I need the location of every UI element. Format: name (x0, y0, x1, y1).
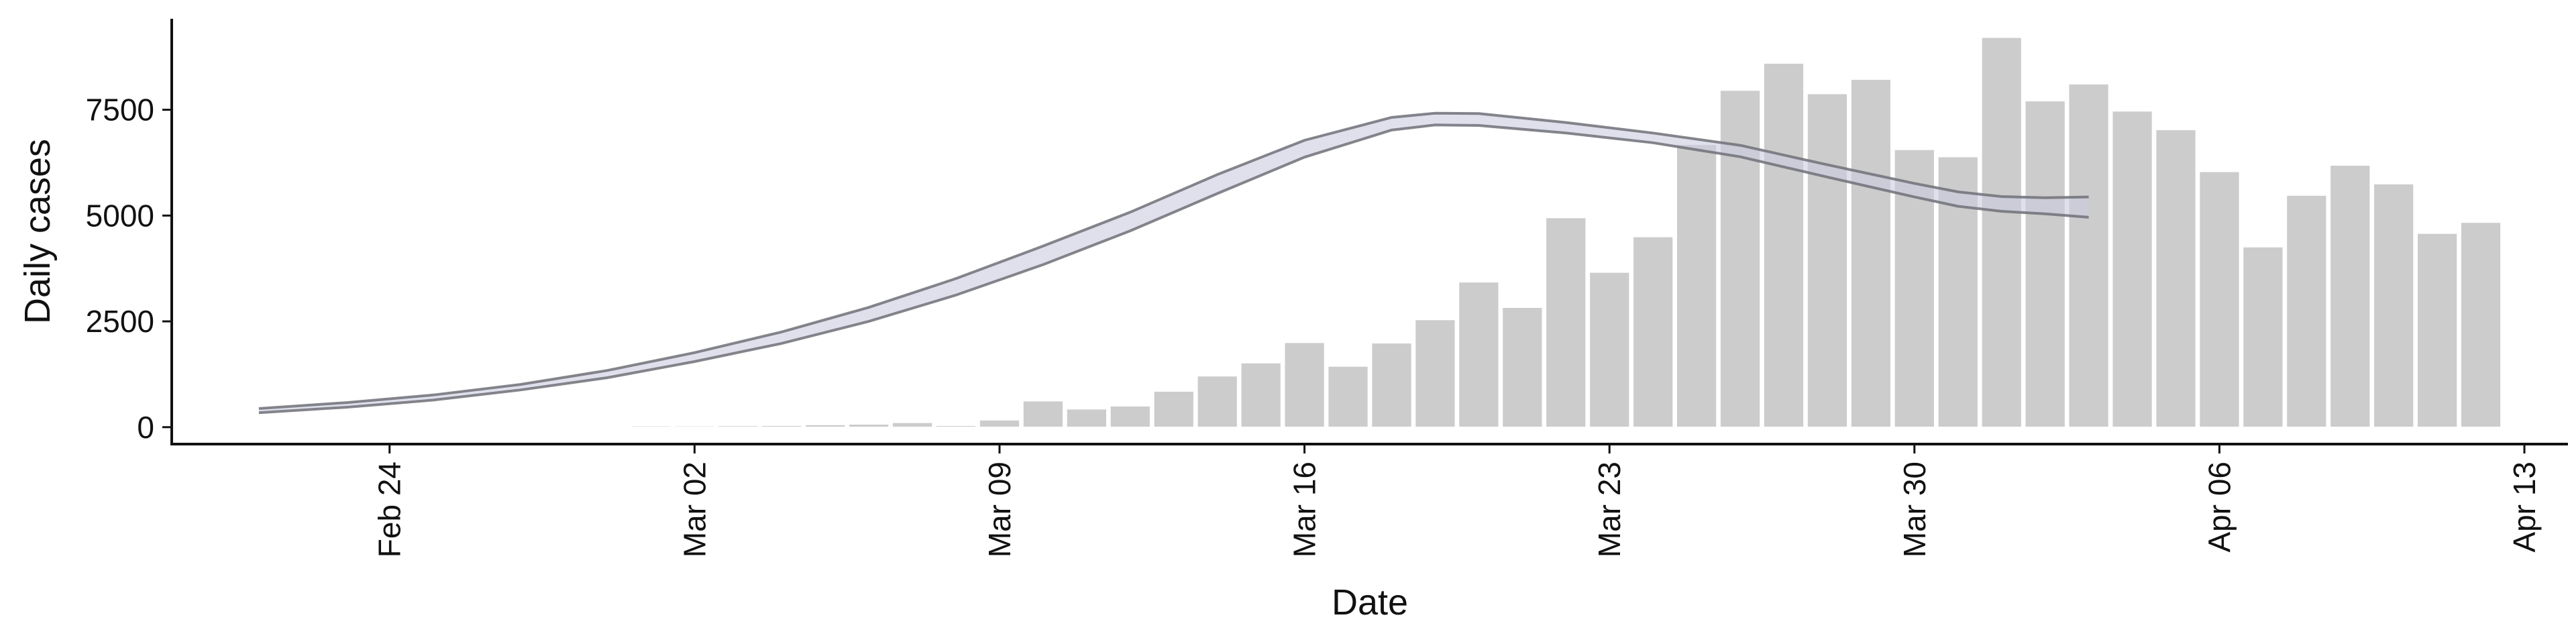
bar-2020-03-26 (1719, 89, 1761, 428)
y-axis-title: Daily cases (17, 139, 58, 324)
bar-2020-03-29 (1850, 78, 1892, 428)
bar-2020-03-03 (717, 425, 759, 428)
y-tick-label: 5000 (86, 198, 154, 233)
bar-2020-04-12 (2460, 221, 2502, 428)
bar-2020-03-14 (1197, 375, 1238, 428)
bar-2020-04-04 (2111, 110, 2153, 428)
bar-2020-03-11 (1066, 408, 1108, 428)
bar-2020-03-06 (848, 423, 890, 428)
bar-2020-02-29 (586, 425, 629, 428)
y-tick-label: 2500 (86, 304, 154, 339)
bar-2020-03-18 (1371, 342, 1413, 428)
uncertainty-band (258, 111, 2089, 415)
bar-2020-04-01 (1981, 37, 2023, 428)
bar-2020-03-23 (1589, 272, 1630, 428)
x-axis-ticks: Feb 24 Mar 02 Mar 09 Mar 16 Mar 23 Mar 30 Apr … (372, 444, 2542, 557)
x-tick-label: Mar 16 (1287, 462, 1322, 557)
bar-2020-03-20 (1458, 281, 1499, 428)
bar-2020-03-07 (892, 422, 933, 428)
bar-2020-04-08 (2286, 195, 2327, 428)
x-tick-label: Feb 24 (372, 462, 407, 557)
bar-2020-04-10 (2373, 183, 2414, 428)
x-tick-label: Apr 13 (2507, 462, 2542, 553)
y-tick-label: 7500 (86, 93, 154, 127)
bar-2020-04-06 (2198, 170, 2241, 428)
bar-2020-03-16 (1283, 341, 1326, 428)
bar-2020-04-02 (2025, 100, 2066, 428)
x-tick-label: Mar 23 (1592, 462, 1627, 557)
bar-2020-03-05 (804, 424, 846, 428)
band-lower-line (258, 123, 2089, 415)
bar-2020-04-03 (2068, 83, 2110, 428)
bar-2020-03-10 (1022, 400, 1064, 428)
bar-2020-04-09 (2329, 164, 2371, 428)
bar-2020-03-22 (1545, 217, 1587, 428)
x-tick-label: Mar 09 (982, 462, 1017, 557)
bar-2020-04-07 (2242, 246, 2284, 428)
bar-2020-04-11 (2416, 233, 2458, 428)
bar-2020-03-17 (1327, 366, 1369, 428)
bar-2020-03-01 (630, 425, 672, 428)
axes: 0 2500 5000 7500 Feb 24 Mar 02 Mar 09 Mar 16 Ma… (86, 19, 2568, 557)
bar-2020-03-13 (1153, 390, 1195, 428)
bar-2020-03-12 (1110, 405, 1151, 428)
band-upper-line (258, 111, 2089, 410)
x-axis-title: Date (1332, 582, 1408, 623)
x-tick-label: Mar 30 (1897, 462, 1932, 557)
y-tick-label: 0 (137, 410, 154, 445)
bar-2020-03-25 (1676, 144, 1717, 428)
bar-2020-03-04 (761, 425, 802, 428)
x-tick-label: Mar 02 (677, 462, 712, 557)
bar-2020-03-02 (674, 425, 715, 428)
bar-2020-03-24 (1632, 236, 1674, 428)
bar-series (455, 37, 2502, 429)
bar-2020-03-19 (1414, 319, 1456, 428)
bar-2020-03-28 (1807, 93, 1848, 428)
bar-2020-03-09 (979, 419, 1020, 428)
bar-2020-04-05 (2155, 129, 2197, 428)
bar-2020-03-08 (935, 425, 977, 428)
bar-2020-03-21 (1501, 307, 1543, 428)
bar-2020-02-26 (455, 426, 498, 429)
y-axis-ticks: 0 2500 5000 7500 (86, 93, 172, 445)
bar-2020-03-15 (1240, 362, 1282, 428)
bar-2020-03-27 (1763, 62, 1805, 428)
x-tick-label: Apr 06 (2202, 462, 2237, 553)
